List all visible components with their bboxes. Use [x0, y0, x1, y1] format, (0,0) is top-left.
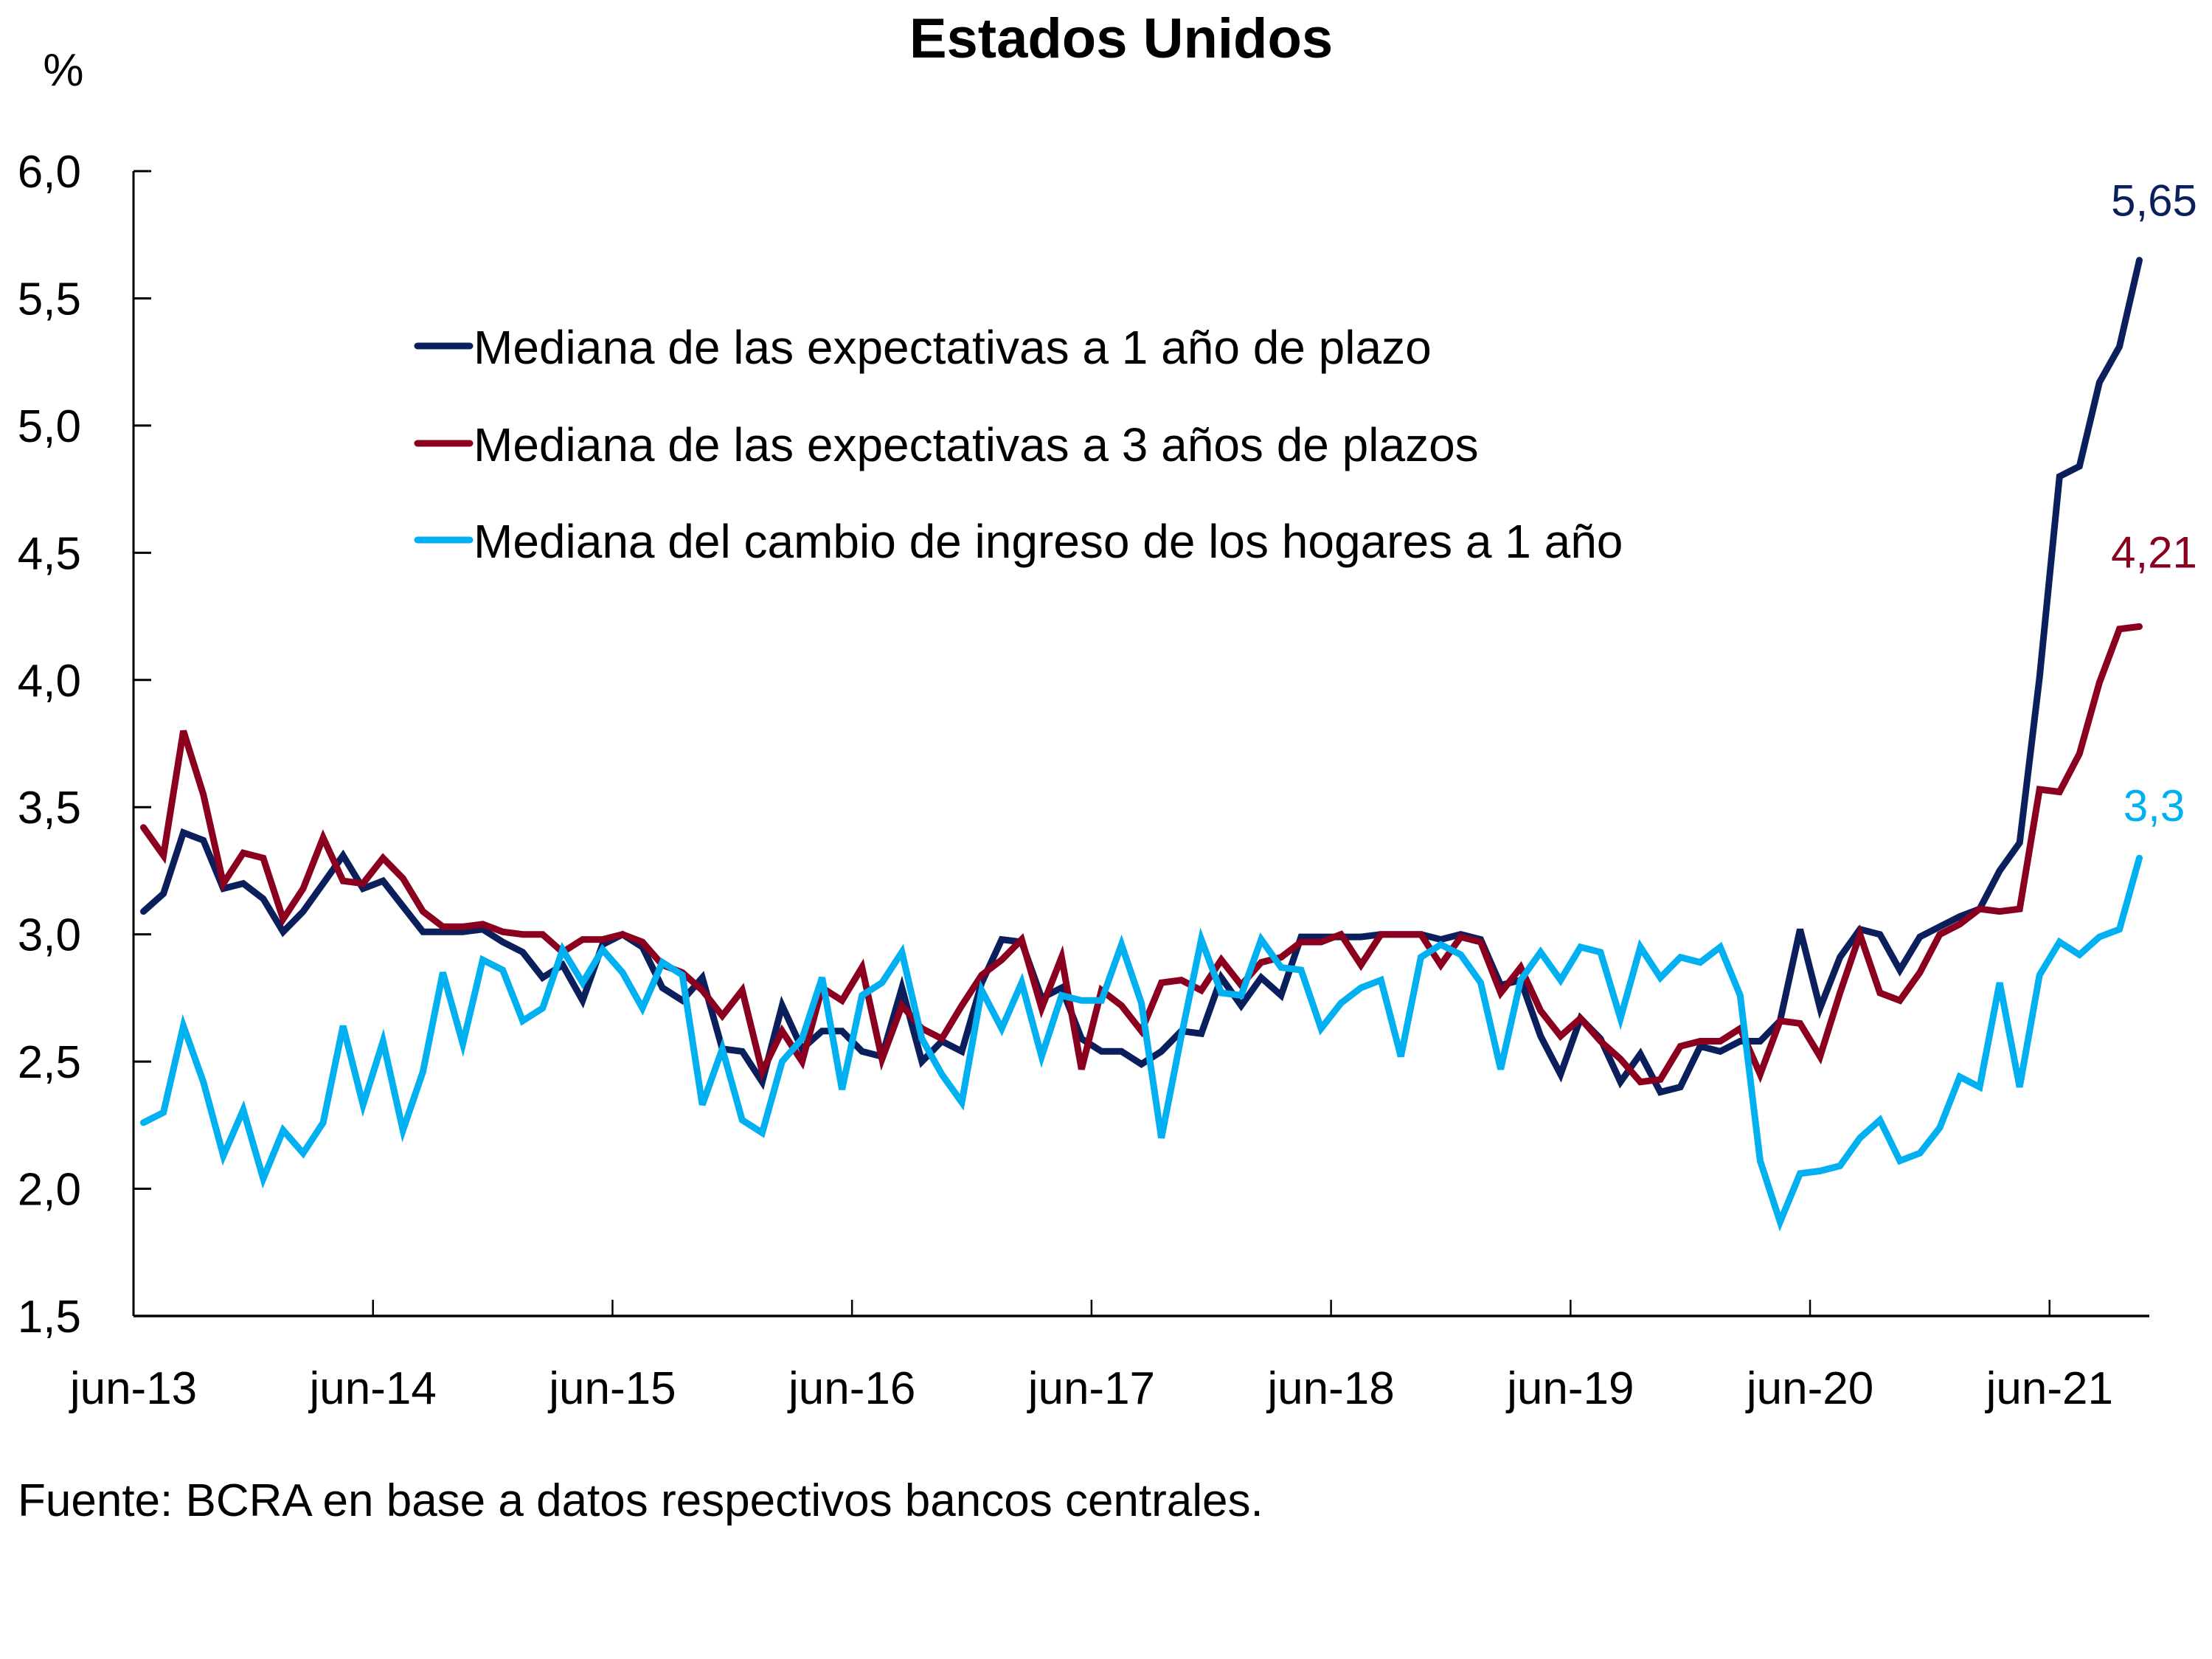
y-tick-label: 5,5 — [18, 274, 81, 325]
y-tick-label: 3,5 — [18, 783, 81, 834]
y-tick-label: 4,5 — [18, 528, 81, 579]
series-lines — [140, 257, 2143, 1232]
x-tick-label: jun-14 — [308, 1363, 437, 1414]
y-axis-unit-label: % — [43, 45, 83, 96]
y-tick-label: 4,0 — [18, 656, 81, 707]
y-tick-label: 2,5 — [18, 1037, 81, 1088]
legend-label: Mediana de las expectativas a 1 año de p… — [474, 321, 1432, 374]
x-tick-label: jun-16 — [787, 1363, 915, 1414]
y-tick-label: 5,0 — [18, 401, 81, 452]
legend-label: Mediana del cambio de ingreso de los hog… — [474, 515, 1623, 568]
series-line-1y-expectations-points — [143, 260, 2140, 1092]
x-tick-label: jun-15 — [547, 1363, 676, 1414]
series-line-household-income-points — [143, 858, 2140, 1222]
series-line-3y-expectations-points — [143, 626, 2140, 1082]
y-tick-label: 1,5 — [18, 1292, 81, 1343]
legend-item: Mediana del cambio de ingreso de los hog… — [414, 515, 1623, 568]
y-tick-label: 2,0 — [18, 1165, 81, 1216]
x-tick-label: jun-20 — [1745, 1363, 1873, 1414]
series-line-household-income — [140, 854, 2143, 1232]
source-note: Fuente: BCRA en base a datos respectivos… — [18, 1475, 1263, 1526]
end-labels: 5,65 4,21 3,3 — [2111, 176, 2197, 831]
x-tick-label: jun-13 — [69, 1363, 197, 1414]
y-tick-label: 6,0 — [18, 147, 81, 198]
chart-title: Estados Unidos — [909, 7, 1333, 70]
x-tick-label: jun-19 — [1505, 1363, 1634, 1414]
y-axis: 1,5 2,0 2,5 3,0 3,5 4,0 4,5 5,0 5,5 6,0 — [18, 147, 151, 1343]
x-tick-label: jun-17 — [1027, 1363, 1155, 1414]
series-line-1y-expectations — [140, 257, 2143, 1096]
end-value-label: 5,65 — [2111, 176, 2197, 226]
x-axis: jun-13 jun-14 jun-15 jun-16 jun-17 jun-18 jun-… — [69, 1300, 2149, 1414]
x-tick-label: jun-21 — [1985, 1363, 2113, 1414]
legend: Mediana de las expectativas a 1 año de p… — [414, 321, 1623, 568]
legend-item: Mediana de las expectativas a 1 año de p… — [414, 321, 1432, 374]
legend-item: Mediana de las expectativas a 3 años de … — [414, 418, 1479, 471]
legend-label: Mediana de las expectativas a 3 años de … — [474, 418, 1479, 471]
y-tick-label: 3,0 — [18, 910, 81, 961]
x-tick-label: jun-18 — [1266, 1363, 1394, 1414]
end-value-label: 4,21 — [2111, 527, 2197, 577]
end-value-label: 3,3 — [2123, 781, 2185, 831]
